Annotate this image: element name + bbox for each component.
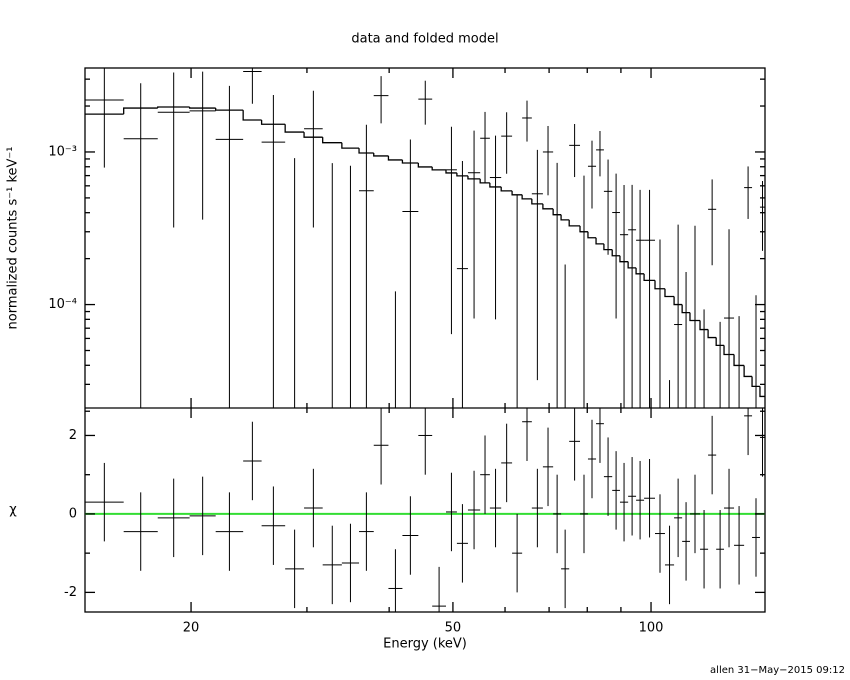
model-step	[699, 320, 709, 331]
model-step	[673, 296, 683, 306]
y-tick-label: -2	[64, 585, 77, 600]
model-step	[341, 142, 360, 149]
model-step	[743, 365, 753, 378]
model-step	[643, 273, 656, 282]
x-tick-label: 100	[639, 621, 664, 636]
model-step	[759, 386, 765, 398]
model-step	[542, 203, 554, 210]
model-step	[611, 249, 620, 257]
y-tick-label: 10⁻³	[48, 144, 77, 159]
plot-area	[85, 68, 765, 408]
model-step	[242, 110, 262, 121]
model-step	[373, 152, 389, 157]
model-step	[627, 261, 637, 269]
model-step	[456, 172, 468, 177]
model-step	[751, 376, 760, 388]
model-step	[689, 312, 701, 322]
model-step	[681, 304, 690, 314]
model-step	[157, 106, 190, 109]
model-step	[123, 107, 158, 115]
model-step	[511, 190, 523, 196]
model-step	[568, 219, 581, 227]
model-step	[500, 186, 513, 192]
model-step	[431, 166, 446, 171]
y-axis-label: χ	[9, 503, 17, 518]
model-step	[284, 124, 305, 133]
model-step	[489, 182, 502, 188]
model-step	[664, 288, 675, 298]
model-step	[521, 194, 532, 200]
x-tick-label: 50	[445, 621, 462, 636]
y-tick-label: 0	[69, 506, 77, 521]
y-tick-label: 10⁻⁴	[48, 297, 77, 312]
model-step	[467, 175, 481, 180]
y-tick-label: 2	[69, 428, 77, 443]
model-step	[733, 354, 745, 367]
frame	[84, 67, 766, 613]
model-step	[723, 345, 735, 356]
model-step	[401, 159, 419, 164]
y-axis-label: normalized counts s⁻¹ keV⁻¹	[6, 147, 21, 330]
chart-title: data and folded model	[351, 32, 498, 47]
model-step	[531, 198, 543, 205]
footer: allen 31−May−2015 09:12	[710, 665, 845, 676]
model-step	[635, 267, 645, 275]
model-step	[619, 255, 629, 263]
model-step	[479, 178, 490, 184]
model-step	[552, 208, 562, 216]
model-step	[387, 155, 403, 161]
model-step	[715, 337, 725, 347]
model-step	[654, 280, 665, 290]
model-step	[358, 148, 374, 154]
model-step	[188, 107, 216, 109]
model-step	[322, 137, 342, 144]
x-axis-label: Energy (keV)	[383, 637, 467, 652]
model-step	[595, 237, 604, 245]
x-tick-label: 20	[183, 621, 200, 636]
model-step	[303, 132, 323, 138]
model-step	[603, 243, 613, 251]
model-step	[215, 108, 244, 111]
model-step	[445, 169, 457, 174]
model-step	[260, 119, 286, 125]
model-step	[560, 214, 570, 221]
model-step	[579, 225, 588, 233]
model-step	[587, 231, 597, 239]
model-step	[417, 162, 433, 168]
model-step	[707, 329, 717, 339]
plot-area	[85, 408, 765, 612]
